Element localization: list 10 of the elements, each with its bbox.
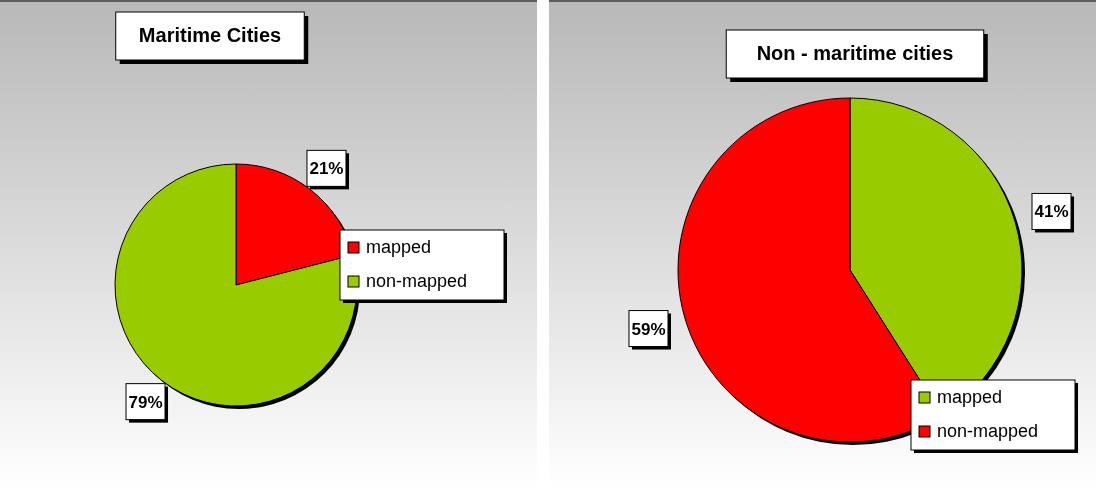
data-label: 79% bbox=[128, 392, 163, 412]
chart-title: Non - maritime cities bbox=[756, 42, 954, 64]
legend-label: mapped bbox=[366, 237, 432, 257]
legend-label: mapped bbox=[937, 387, 1003, 407]
legend-label: non-mapped bbox=[366, 271, 468, 291]
chart-title: Maritime Cities bbox=[138, 24, 282, 46]
data-label: 21% bbox=[309, 159, 344, 179]
data-label: 41% bbox=[1034, 202, 1069, 222]
data-label: 59% bbox=[631, 319, 666, 339]
legend-label: non-mapped bbox=[937, 421, 1039, 441]
